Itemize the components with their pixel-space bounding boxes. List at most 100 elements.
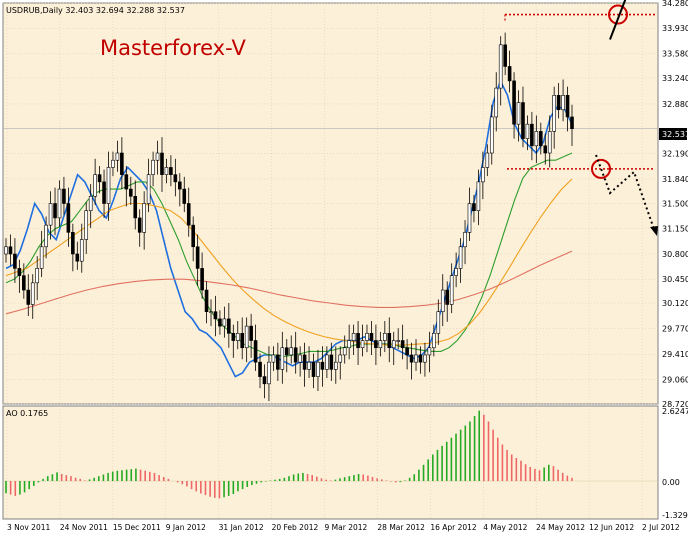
candle-body: [142, 203, 146, 233]
ao-tick-top: 2.6247: [662, 407, 688, 416]
candle-body: [432, 333, 436, 349]
candle-body: [414, 354, 418, 363]
candle-body: [186, 203, 191, 226]
candle-body: [62, 188, 66, 204]
candle-body: [458, 246, 463, 269]
candle-body: [240, 333, 245, 349]
candle-body: [325, 354, 329, 370]
y-tick-label: 34.280: [662, 0, 688, 8]
y-tick-label: 29.770: [662, 324, 688, 333]
candle-body: [365, 333, 369, 341]
y-tick-label: 32.880: [662, 100, 688, 109]
candle-body: [124, 174, 129, 190]
candle-body: [347, 340, 351, 349]
candle-body: [418, 354, 423, 363]
candle-body: [570, 116, 574, 130]
candle-body: [539, 131, 543, 147]
candle-body: [262, 376, 267, 385]
watermark-text: Masterforex-V: [100, 36, 246, 60]
candle-body: [463, 232, 467, 248]
candle-body: [88, 195, 93, 212]
y-tick-label: 32.190: [662, 150, 688, 159]
y-tick-label: 31.150: [662, 225, 688, 234]
x-tick-label: 28 Mar 2012: [377, 523, 425, 532]
ao-tick-zero: 0.00: [662, 478, 680, 487]
x-tick-label: 9 Jan 2012: [166, 523, 206, 532]
current-price-badge: [659, 128, 687, 140]
candle-body: [169, 167, 173, 175]
candle-body: [146, 174, 151, 204]
candle-body: [369, 333, 374, 341]
candle-body: [543, 145, 548, 154]
candle-body: [244, 325, 249, 349]
support-circle: [591, 158, 611, 179]
moving-average-line: [5, 152, 573, 357]
candle-body: [293, 347, 298, 363]
candle-body: [387, 333, 392, 349]
x-tick-label: 20 Feb 2012: [272, 523, 319, 532]
y-tick-label: 29.410: [662, 350, 688, 359]
candle-body: [405, 347, 409, 356]
candle-body: [449, 275, 454, 305]
candle-body: [44, 224, 48, 248]
candle-body: [476, 181, 481, 212]
candle-body: [22, 275, 26, 291]
candle-body: [489, 116, 494, 154]
ao-bars: [5, 410, 573, 499]
candle-body: [374, 340, 378, 349]
candle-body: [409, 354, 414, 363]
x-tick-label: 12 Jun 2012: [589, 523, 634, 532]
y-tick-label: 33.240: [662, 74, 688, 83]
ao-pane[interactable]: [2, 405, 659, 520]
candle-body: [356, 333, 360, 349]
candle-body: [311, 361, 316, 377]
candle-body: [333, 361, 338, 370]
candle-body: [258, 361, 262, 377]
candle-body: [298, 354, 302, 363]
moving-average-line: [5, 250, 573, 315]
candle-body: [155, 152, 160, 161]
candle-body: [227, 318, 231, 334]
candles: [4, 32, 574, 402]
candle-body: [445, 289, 450, 305]
candle-body: [120, 152, 124, 175]
candle-body: [316, 361, 320, 377]
candle-body: [396, 340, 400, 342]
symbol-info: USDRUB,Daily 32.403 32.694 32.288 32.537: [6, 6, 185, 15]
candle-body: [111, 159, 115, 168]
candle-body: [48, 203, 53, 226]
axes: 34.280 33.930 33.580 33.240 32.880 32.190 31.8…: [7, 0, 688, 532]
x-tick-label: 3 Nov 2011: [7, 523, 50, 532]
candle-body: [338, 354, 343, 363]
candle-body: [71, 232, 75, 255]
candle-body: [440, 289, 445, 312]
candle-body: [222, 318, 227, 327]
y-tick-label: 31.840: [662, 175, 688, 184]
y-tick-label: 31.500: [662, 200, 688, 209]
candle-body: [565, 95, 570, 118]
candle-body: [423, 354, 427, 363]
candle-body: [427, 347, 432, 356]
candle-body: [57, 188, 62, 219]
candle-body: [39, 246, 44, 269]
candle-body: [391, 340, 396, 349]
candle-body: [507, 66, 512, 82]
candle-body: [195, 246, 200, 269]
candle-body: [530, 123, 534, 147]
candle-body: [84, 210, 89, 240]
candle-body: [503, 44, 507, 67]
x-tick-label: 9 Mar 2012: [325, 523, 368, 532]
candle-body: [35, 268, 39, 284]
candle-body: [307, 361, 311, 370]
candle-body: [481, 167, 485, 183]
candle-body: [351, 333, 356, 341]
candle-body: [436, 311, 441, 334]
up-arrow-line: [609, 0, 627, 40]
candle-body: [512, 80, 516, 125]
candle-body: [209, 311, 213, 313]
candle-body: [30, 282, 35, 305]
y-tick-label: 30.800: [662, 250, 688, 259]
candle-body: [204, 289, 209, 312]
